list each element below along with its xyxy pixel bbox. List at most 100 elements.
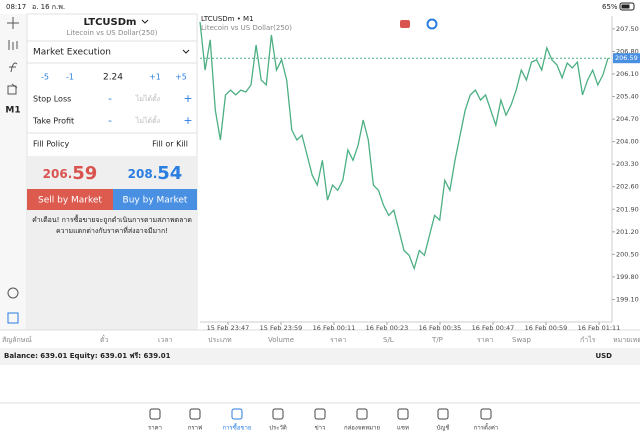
take-profit-plus[interactable]: + (183, 114, 192, 127)
zoom-icon[interactable] (7, 287, 19, 299)
bid-price: 206.59 (43, 163, 98, 184)
y-tick-label: 202.60 (616, 183, 639, 191)
volume-step[interactable]: -1 (66, 73, 74, 82)
warning-line: คำเตือน! การซื้อขายจะถูกดำเนินการตามสภาพ… (32, 213, 192, 224)
nav-icon[interactable] (189, 408, 201, 420)
nav-label[interactable]: กราฟ (188, 425, 202, 432)
buy-button[interactable] (113, 189, 197, 210)
column-header[interactable]: Swap (512, 336, 531, 344)
nav-icon[interactable] (149, 408, 161, 420)
chart-subtitle: Litecoin vs US Dollar(250) (201, 24, 292, 32)
timeframe[interactable]: M1 (5, 106, 20, 116)
execution-type[interactable]: Market Execution (33, 48, 111, 58)
y-tick-label: 199.10 (616, 295, 639, 303)
sell-button-label[interactable]: Sell by Market (38, 196, 102, 206)
fill-policy-label: Fill Policy (33, 140, 70, 149)
volume-step[interactable]: -5 (41, 73, 49, 82)
balance: Balance: 639.01 Equity: 639.01 ฟรี: 639.… (4, 352, 171, 360)
volume[interactable]: 2.24 (103, 73, 123, 83)
nav-icon[interactable] (437, 408, 449, 420)
ask-big: 54 (157, 163, 182, 184)
nav-label[interactable]: การซื้อขาย (223, 422, 252, 432)
stop-loss-value[interactable]: ไม่ได้ตั้ง (135, 92, 160, 103)
y-tick-label: 206.80 (616, 47, 639, 55)
column-header[interactable]: ตั๋ว (100, 335, 109, 344)
battery-fill (621, 4, 630, 9)
take-profit-label: Take Profit (32, 117, 74, 126)
column-header[interactable]: ราคา (330, 336, 346, 344)
symbol[interactable]: LTCUSDm (84, 17, 137, 28)
volume-step[interactable]: +5 (175, 73, 187, 82)
nav-label[interactable]: การตั้งค่า (474, 422, 498, 432)
stop-loss-minus[interactable]: - (108, 92, 112, 105)
nav-label[interactable]: กล่องจดหมาย (344, 425, 380, 432)
y-tick-label: 204.00 (616, 138, 639, 146)
x-tick-label: 16 Feb 00:23 (366, 324, 409, 332)
nav-icon[interactable] (356, 408, 368, 420)
column-header[interactable]: T/P (431, 336, 443, 344)
take-profit-value[interactable]: ไม่ได้ตั้ง (135, 114, 160, 125)
nav-label[interactable]: แชท (397, 425, 409, 432)
fill-policy-value[interactable]: Fill or Kill (152, 140, 188, 149)
toolbar-icons (7, 17, 19, 324)
nav-icon[interactable] (314, 408, 326, 420)
column-header[interactable]: กำไร (580, 335, 596, 344)
y-tick-label: 207.50 (616, 25, 639, 33)
bid-big: 59 (72, 163, 97, 184)
nav-label[interactable]: บัญชี (437, 424, 450, 432)
table-header (27, 330, 640, 347)
battery-level: 65% (602, 3, 618, 11)
function-icon[interactable] (9, 62, 18, 73)
x-tick-label: 15 Feb 23:59 (260, 324, 303, 332)
x-tick-label: 16 Feb 01:11 (578, 324, 621, 332)
y-tick-label: 201.20 (616, 228, 639, 236)
x-tick-label: 16 Feb 00:35 (419, 324, 462, 332)
nav-label[interactable]: ราคา (148, 425, 162, 432)
indicator-icon[interactable] (8, 40, 18, 50)
sell-quick-icon[interactable] (400, 20, 410, 28)
price-area (27, 156, 197, 330)
nav-label[interactable]: ข่าว (315, 425, 326, 432)
battery-icon (619, 2, 635, 11)
y-tick-label: 206.10 (616, 70, 639, 78)
crosshair-icon[interactable] (7, 17, 19, 29)
column-header[interactable]: S/L (383, 336, 394, 344)
column-header[interactable]: ประเภท (208, 336, 232, 344)
balance-row (0, 348, 640, 365)
column-header[interactable]: หมายเหตุ (613, 336, 640, 344)
objects-icon[interactable] (7, 83, 18, 95)
status-time: 08:17 (6, 3, 26, 11)
status-date: อ. 16 ก.พ. (32, 3, 65, 11)
nav-label[interactable]: ประวัติ (269, 425, 287, 432)
buy-button-label[interactable]: Buy by Market (123, 196, 188, 206)
column-header[interactable]: Volume (268, 336, 294, 344)
warning-line: ความแตกต่างกับราคาที่ส่งอาจมีมาก! (56, 226, 168, 235)
add-icon[interactable] (7, 312, 19, 324)
execution-chevron[interactable] (182, 49, 190, 54)
bid-main: 206. (43, 167, 73, 181)
bid-label-box (613, 53, 640, 64)
y-tick-label: 201.90 (616, 205, 639, 213)
y-tick-label: 200.50 (616, 250, 639, 258)
ask-price: 208.54 (128, 163, 183, 184)
stop-loss-plus[interactable]: + (183, 92, 192, 105)
nav-icon[interactable] (480, 408, 492, 420)
column-header[interactable]: สัญลักษณ์ (2, 336, 32, 344)
column-header[interactable]: ราคา (477, 336, 493, 344)
symbol-chevron[interactable] (141, 19, 149, 24)
take-profit-minus[interactable]: - (108, 114, 112, 127)
sell-button[interactable] (27, 189, 113, 210)
nav-icon[interactable] (231, 408, 243, 420)
stop-loss-label: Stop Loss (33, 95, 71, 104)
x-tick-label: 16 Feb 00:11 (313, 324, 356, 332)
column-header[interactable]: เวลา (158, 336, 173, 344)
symbol-description: Litecoin vs US Dollar(250) (67, 29, 158, 37)
bid-label: 206.59 (615, 54, 638, 62)
y-tick-label: 205.40 (616, 93, 639, 101)
nav-icon[interactable] (272, 408, 284, 420)
buy-quick-icon[interactable] (426, 18, 438, 30)
y-tick-label: 203.30 (616, 160, 639, 168)
nav-icon[interactable] (397, 408, 409, 420)
volume-step[interactable]: +1 (149, 73, 161, 82)
